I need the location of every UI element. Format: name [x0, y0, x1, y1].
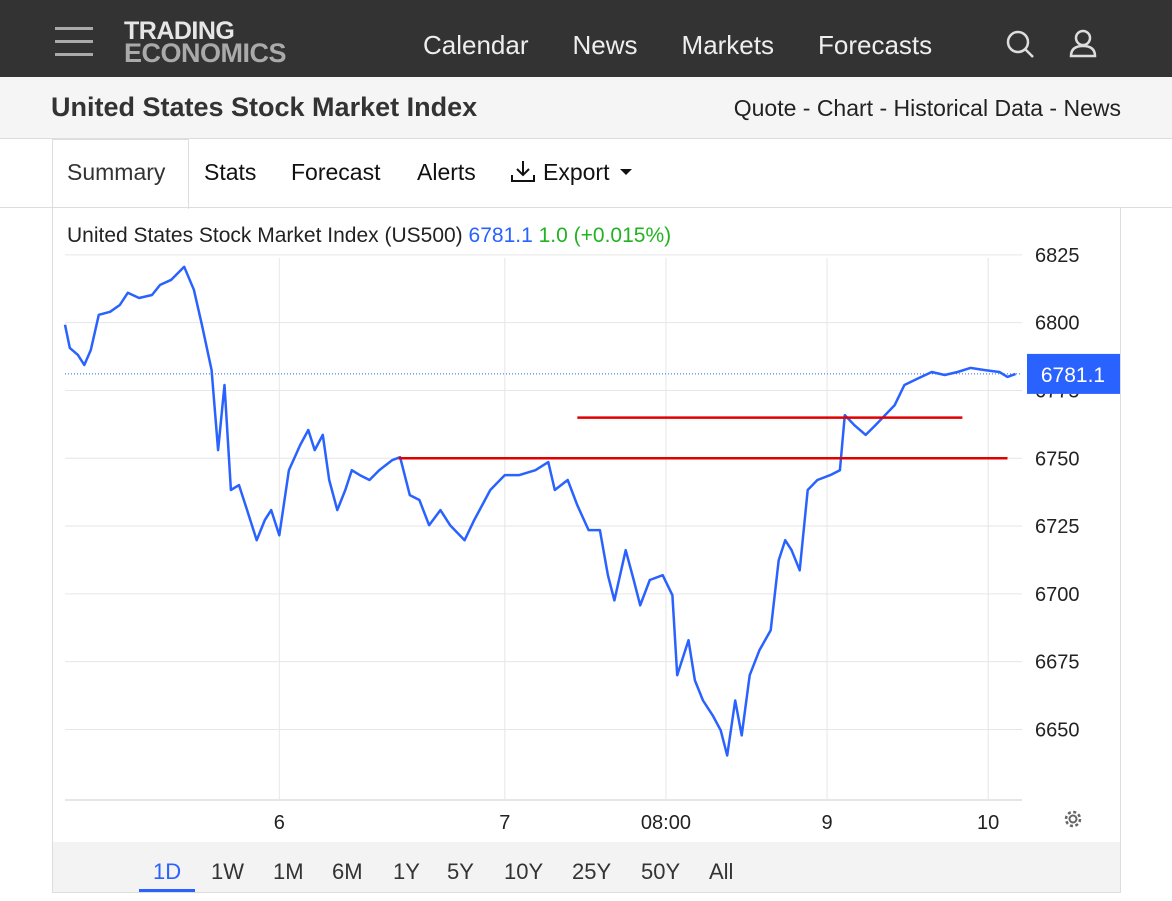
- nav-link[interactable]: News: [572, 30, 638, 60]
- tab[interactable]: Forecast: [291, 159, 381, 185]
- tab[interactable]: Alerts: [417, 159, 476, 185]
- nav-link[interactable]: Markets: [681, 30, 774, 60]
- range-bar: 1D 1W 1M 6M 1Y 5Y 10Y 25Y 50Y All: [53, 842, 1120, 892]
- active-tab: [52, 139, 189, 209]
- range-button[interactable]: 5Y: [447, 859, 474, 884]
- chart-panel: [52, 208, 1121, 893]
- logo[interactable]: TRADING ECONOMICS: [124, 17, 287, 68]
- header-links[interactable]: Quote - Chart - Historical Data - News: [733, 95, 1121, 121]
- caret-icon: [620, 169, 632, 175]
- search-icon[interactable]: [1006, 30, 1036, 60]
- tabs: Summary Stats Forecast Alerts Export: [0, 139, 1172, 208]
- nav-links: Calendar News Markets Forecasts: [423, 30, 932, 61]
- user-icon[interactable]: [1069, 28, 1099, 60]
- nav-link[interactable]: Forecasts: [818, 30, 933, 60]
- download-icon: [511, 161, 535, 182]
- range-button[interactable]: 10Y: [504, 859, 544, 884]
- logo-line: TRADING: [124, 17, 235, 45]
- export-icons[interactable]: [510, 159, 650, 189]
- page-title: United States Stock Market Index: [51, 92, 478, 122]
- range-button[interactable]: 1M: [273, 859, 304, 884]
- range-button[interactable]: 6M: [332, 859, 363, 884]
- tab[interactable]: Export: [543, 159, 610, 185]
- page-header: United States Stock Market Index Quote -…: [0, 77, 1172, 139]
- logo-line: ECONOMICS: [124, 38, 287, 68]
- tab[interactable]: Stats: [204, 159, 257, 185]
- range-button[interactable]: 50Y: [641, 859, 681, 884]
- range-button[interactable]: 1D: [139, 859, 196, 892]
- range-button[interactable]: 25Y: [572, 859, 612, 884]
- menu-icon[interactable]: [55, 27, 95, 57]
- tab[interactable]: Summary: [67, 159, 166, 185]
- range-button[interactable]: 1W: [211, 859, 244, 884]
- range-button[interactable]: 1Y: [393, 859, 420, 884]
- nav-link[interactable]: Calendar: [423, 30, 529, 60]
- range-button[interactable]: All: [709, 859, 734, 884]
- top-nav: TRADING ECONOMICS Calendar News Markets Fore…: [0, 0, 1172, 77]
